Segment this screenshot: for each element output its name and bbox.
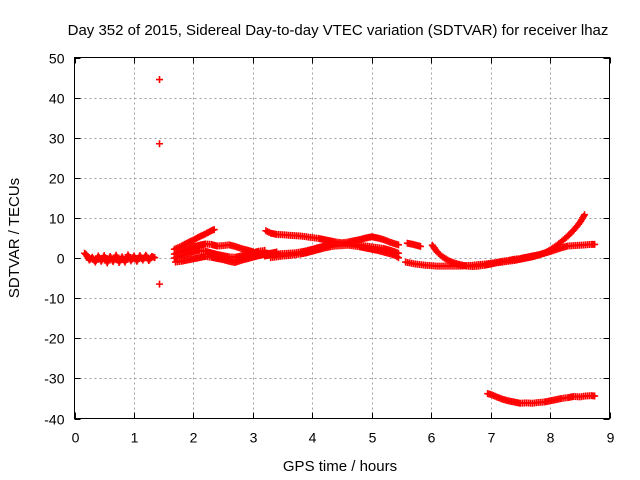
x-tick-label: 7 <box>488 430 496 446</box>
y-tick-label: 0 <box>57 251 65 267</box>
y-tick-label: -20 <box>44 331 64 347</box>
x-tick-label: 4 <box>309 430 317 446</box>
series-arc-d <box>172 248 281 266</box>
y-tick-label: 50 <box>49 51 65 67</box>
series-outliers <box>156 76 164 288</box>
data-point <box>394 254 402 262</box>
y-tick-label: -30 <box>44 371 64 387</box>
chart-title: Day 352 of 2015, Sidereal Day-to-day VTE… <box>68 22 609 39</box>
x-tick-label: 6 <box>428 430 436 446</box>
x-tick-label: 9 <box>607 430 615 446</box>
y-tick-label: 10 <box>49 211 65 227</box>
y-tick-label: 30 <box>49 131 65 147</box>
data-point <box>210 226 218 234</box>
x-tick-label: 5 <box>369 430 377 446</box>
series-offset <box>484 390 599 407</box>
plot-frame <box>74 57 610 419</box>
data-points <box>81 76 599 407</box>
data-point <box>416 242 424 250</box>
y-tick-label: -10 <box>44 291 64 307</box>
data-point <box>156 76 164 84</box>
data-point <box>156 280 164 288</box>
x-tick-label: 0 <box>72 430 80 446</box>
y-tick-label: 20 <box>49 171 65 187</box>
y-axis-label: SDTVAR / TECUs <box>6 178 23 298</box>
data-point <box>393 253 401 261</box>
series-short <box>403 239 424 250</box>
data-point <box>151 254 159 262</box>
grid-lines <box>74 57 610 419</box>
series-late-lower <box>402 240 599 270</box>
y-tick-label: -40 <box>44 412 64 428</box>
data-point <box>394 241 402 249</box>
series-mid-third <box>267 241 402 262</box>
x-tick-label: 1 <box>131 430 139 446</box>
series-early <box>81 249 159 267</box>
y-tick-label: 40 <box>49 91 65 107</box>
data-point <box>591 240 599 248</box>
data-point <box>156 140 164 148</box>
axis-ticks: 0 1 2 3 4 5 6 7 8 9 -40 -30 -20 -10 0 10 20 30 40 50 <box>44 51 614 446</box>
x-axis-label: GPS time / hours <box>283 458 397 475</box>
data-point <box>591 392 599 400</box>
x-tick-label: 3 <box>250 430 258 446</box>
x-tick-label: 2 <box>190 430 198 446</box>
data-point <box>581 211 589 219</box>
x-tick-label: 8 <box>547 430 555 446</box>
